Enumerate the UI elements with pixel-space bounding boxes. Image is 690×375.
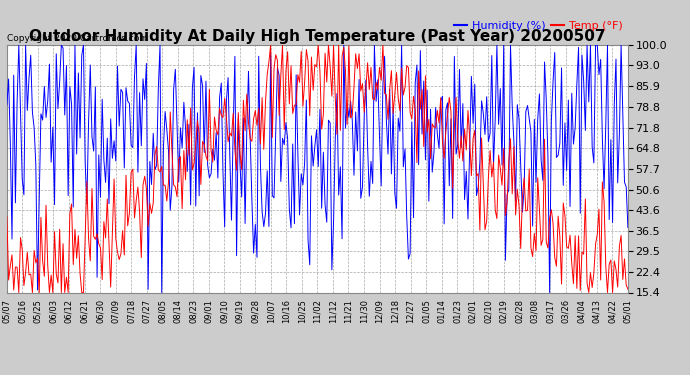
Title: Outdoor Humidity At Daily High Temperature (Past Year) 20200507: Outdoor Humidity At Daily High Temperatu… — [29, 29, 606, 44]
Text: Copyright 2020 Cartronics.com: Copyright 2020 Cartronics.com — [7, 33, 148, 42]
Legend: Humidity (%), Temp (°F): Humidity (%), Temp (°F) — [454, 21, 622, 31]
